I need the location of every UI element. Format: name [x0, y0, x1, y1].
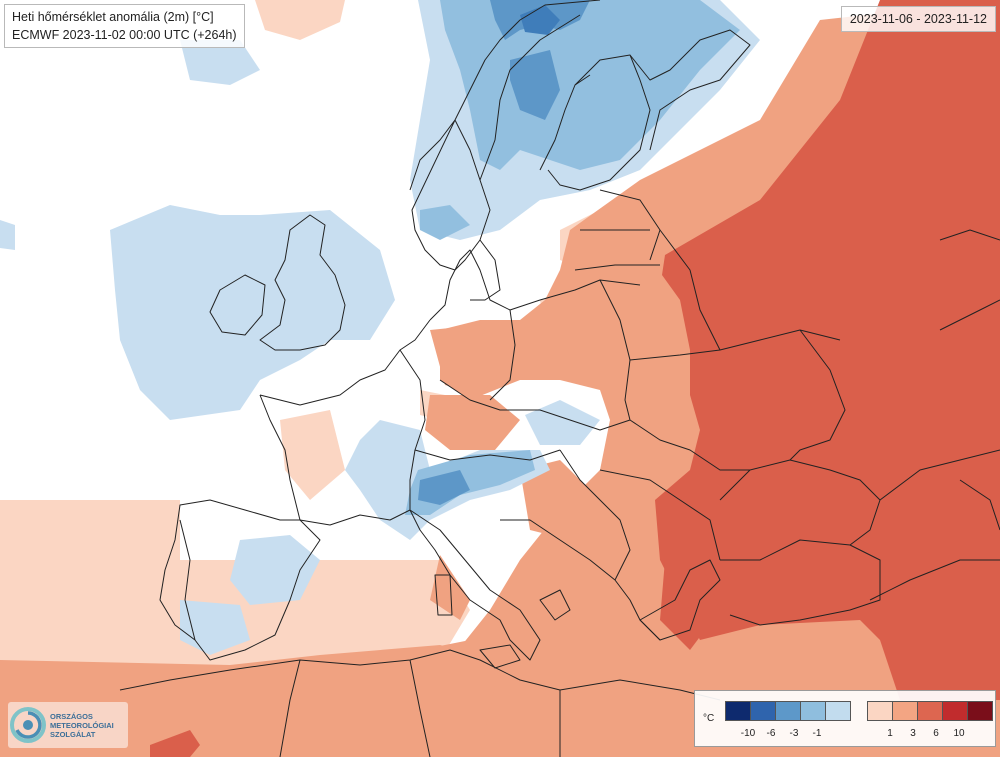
legend-label-cold-3: -1 — [812, 728, 822, 739]
border-belarus-ukraine — [629, 329, 841, 361]
legend-warm-swatches — [867, 701, 993, 721]
legend-label-cold-0: -10 — [740, 728, 756, 739]
legend-swatch-cold-1 — [750, 701, 776, 721]
legend-swatch-cold-3 — [800, 701, 826, 721]
border-far-east — [869, 299, 1000, 601]
logo-line-2: METEOROLÓGIAI — [50, 720, 114, 730]
border-spain-portugal — [179, 519, 196, 641]
coast-black-sea — [719, 459, 881, 546]
map-title: Heti hőmérséklet anomália (2m) [°C] — [12, 10, 214, 24]
border-sweden — [479, 14, 581, 181]
border-balkans-1 — [559, 449, 631, 581]
omsz-swirl-icon — [10, 707, 46, 743]
legend-label-warm-1: 3 — [910, 728, 916, 739]
title-box: Heti hőmérséklet anomália (2m) [°C] ECMW… — [4, 4, 245, 48]
border-russia-west — [659, 229, 721, 351]
legend-swatch-cold-0 — [725, 701, 751, 721]
coast-north-africa — [119, 649, 721, 701]
country-borders — [119, 0, 1000, 757]
border-central — [439, 379, 631, 431]
legend-swatch-warm-0 — [867, 701, 893, 721]
period-box: 2023-11-06 - 2023-11-12 — [840, 6, 996, 32]
legend-label-warm-0: 1 — [887, 728, 893, 739]
border-ukraine-south — [629, 419, 750, 471]
border-caspian — [939, 229, 1000, 531]
omsz-logo: ORSZÁGOS METEOROLÓGIAI SZOLGÁLAT — [8, 702, 128, 748]
border-russia-ukraine — [789, 329, 846, 461]
coast-turkey — [720, 539, 881, 626]
border-finland-russia — [629, 29, 751, 151]
forecast-period: 2023-11-06 - 2023-11-12 — [849, 12, 987, 26]
legend-swatch-cold-2 — [775, 701, 801, 721]
legend-label-cold-2: -3 — [789, 728, 799, 739]
coast-france-west — [259, 394, 301, 521]
warm-anomaly-strong — [150, 0, 1000, 757]
coast-sweden-baltic — [470, 74, 591, 301]
legend-swatch-warm-1 — [892, 701, 918, 721]
color-legend: °C -10 -6 -3 -1 1 3 6 10 — [694, 690, 996, 747]
legend-swatch-warm-4 — [967, 701, 993, 721]
coast-great-britain — [259, 214, 346, 351]
border-germany-poland — [489, 309, 516, 401]
border-caucasus — [879, 449, 1000, 501]
logo-line-1: ORSZÁGOS — [50, 711, 93, 721]
coast-adriatic-balkans — [500, 519, 661, 641]
legend-label-warm-3: 10 — [953, 728, 965, 739]
omsz-logo-text: ORSZÁGOS METEOROLÓGIAI SZOLGÁLAT — [50, 712, 114, 739]
coast-france-north — [259, 319, 431, 406]
legend-swatch-warm-3 — [942, 701, 968, 721]
coast-finland — [547, 54, 651, 191]
legend-label-warm-2: 6 — [933, 728, 939, 739]
cold-anomaly-very-strong — [520, 5, 560, 35]
coast-netherlands-denmark — [429, 249, 511, 321]
legend-label-cold-1: -6 — [766, 728, 776, 739]
logo-line-3: SZOLGÁLAT — [50, 729, 96, 739]
coast-baltics — [574, 189, 661, 271]
coast-sicily — [479, 644, 521, 669]
coast-greece — [639, 559, 721, 641]
legend-cold-swatches — [725, 701, 851, 721]
legend-swatch-warm-2 — [917, 701, 943, 721]
coast-iberia — [159, 499, 321, 661]
legend-swatch-cold-4 — [825, 701, 851, 721]
model-run-info: ECMWF 2023-11-02 00:00 UTC (+264h) — [12, 28, 237, 42]
coast-ireland — [209, 274, 266, 336]
border-balkans-2 — [599, 469, 721, 561]
legend-unit: °C — [703, 713, 715, 724]
coast-scandinavia — [409, 0, 601, 271]
border-africa — [279, 659, 561, 757]
coast-italy — [409, 509, 571, 661]
coast-france-south — [299, 509, 411, 526]
border-alps — [414, 449, 561, 461]
coast-baltic-germany-poland — [509, 279, 641, 311]
border-france-germany — [399, 349, 426, 510]
coast-sardinia — [434, 574, 453, 616]
